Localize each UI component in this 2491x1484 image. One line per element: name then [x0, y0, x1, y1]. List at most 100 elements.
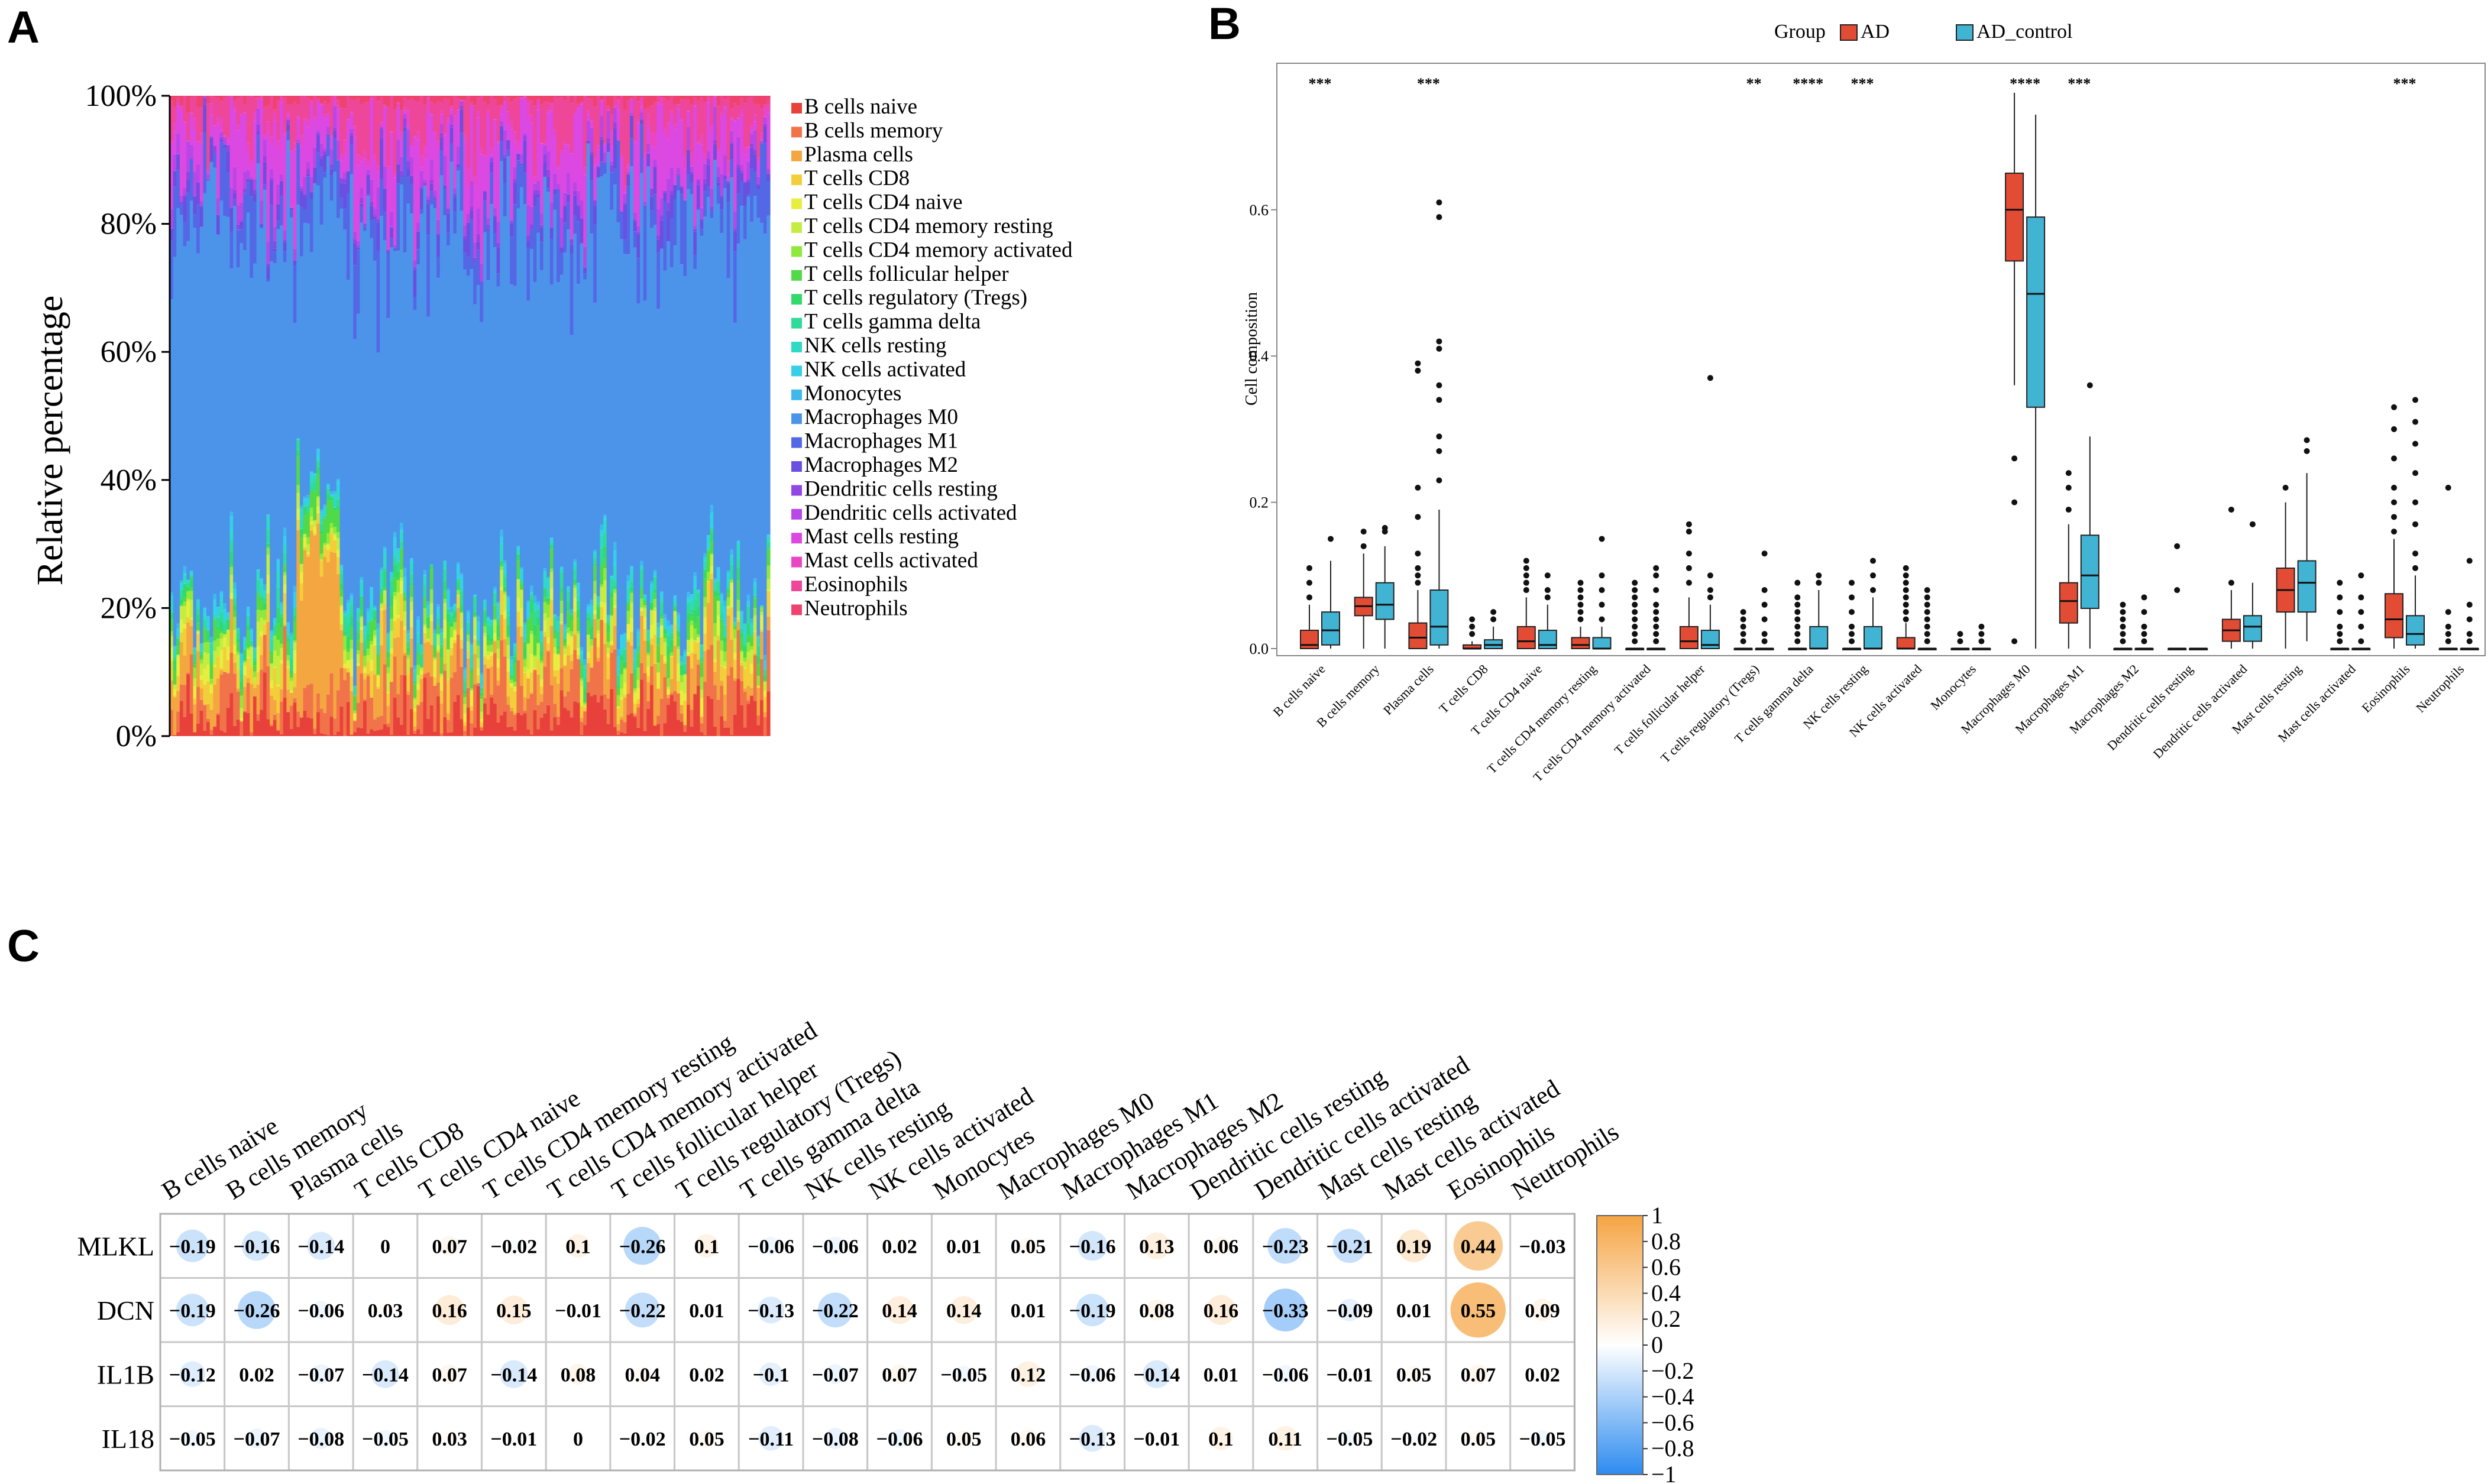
bar-segment-eosinophils — [526, 99, 530, 103]
bar-segment-dendritic-cells-resting — [233, 190, 237, 193]
bar-segment-macrophages-m0 — [470, 269, 474, 644]
bar-segment-t-cells-cd4-memory-resting — [236, 654, 241, 669]
bar-segment-b-cells-naive — [406, 734, 410, 736]
bar-segment-monocytes — [219, 591, 224, 593]
bar-segment-b-cells-memory — [536, 705, 541, 730]
bar-segment-t-cells-cd4-memory-activated — [360, 616, 364, 618]
cell-value: 0.03 — [432, 1428, 467, 1450]
bar-segment-t-cells-cd4-memory-resting — [576, 634, 581, 649]
outlier-point — [1707, 375, 1713, 381]
bar-segment-t-cells-cd8 — [506, 671, 510, 696]
bar-segment-macrophages-m2 — [493, 216, 497, 234]
bar-segment-macrophages-m1 — [196, 204, 200, 254]
bar-segment-t-cells-follicular-helper — [669, 647, 674, 653]
bar-segment-t-cells-cd4-memory-resting — [530, 634, 534, 654]
bar-segment-neutrophils — [543, 96, 547, 102]
bar-segment-b-cells-memory — [406, 694, 410, 735]
bar-segment-eosinophils — [610, 115, 614, 131]
bar-segment-nk-cells-activated — [546, 578, 551, 591]
bar-segment-plasma-cells — [756, 688, 761, 715]
sample-bar — [539, 96, 544, 736]
bar-segment-dendritic-cells-resting — [726, 181, 730, 183]
bar-segment-eosinophils — [209, 96, 213, 104]
bar-segment-b-cells-naive — [460, 719, 464, 736]
bar-segment-t-cells-cd4-naive — [209, 685, 213, 694]
bar-segment-t-cells-follicular-helper — [373, 620, 377, 631]
bar-segment-b-cells-memory — [319, 708, 323, 734]
bar-segment-mast-cells-resting — [433, 133, 437, 191]
bar-segment-mast-cells-resting — [346, 119, 351, 171]
category-neutrophils — [2438, 484, 2479, 650]
bar-segment-eosinophils — [600, 99, 604, 101]
bar-segment-macrophages-m1 — [383, 212, 387, 241]
bar-segment-dendritic-cells-resting — [406, 161, 410, 169]
bar-segment-nk-cells-resting — [229, 530, 234, 542]
bar-segment-t-cells-cd4-memory-resting — [673, 611, 677, 625]
bar-segment-dendritic-cells-activated — [326, 127, 331, 134]
bar-segment-nk-cells-resting — [240, 664, 244, 674]
bar-segment-dendritic-cells-activated — [413, 260, 417, 267]
bar-segment-macrophages-m1 — [613, 169, 617, 185]
bar-segment-b-cells-memory — [276, 730, 280, 731]
bar-segment-t-cells-cd4-naive — [760, 615, 764, 630]
bar-segment-t-cells-cd4-memory-resting — [380, 604, 384, 608]
bar-segment-nk-cells-resting — [173, 652, 177, 657]
sample-bar — [419, 96, 424, 736]
sample-bar — [350, 96, 354, 736]
bar-segment-t-cells-cd4-memory-activated — [293, 640, 297, 643]
bar-segment-t-cells-follicular-helper — [256, 593, 260, 610]
bar-segment-t-cells-cd8 — [703, 633, 707, 652]
outlier-point — [1924, 601, 1930, 608]
bar-segment-t-cells-cd8 — [659, 637, 664, 655]
bar-segment-nk-cells-resting — [623, 648, 627, 650]
sample-bar — [730, 96, 734, 736]
bar-segment-t-cells-follicular-helper — [313, 491, 317, 520]
correlation-circle — [1143, 1232, 1170, 1259]
bar-segment-mast-cells-activated — [549, 103, 554, 111]
bar-segment-nk-cells-activated — [756, 636, 761, 638]
bar-segment-t-cells-cd4-memory-resting — [393, 595, 397, 600]
bar-segment-neutrophils — [746, 96, 750, 98]
bar-segment-b-cells-naive — [243, 712, 247, 736]
bar-segment-macrophages-m1 — [447, 232, 451, 245]
bar-segment-t-cells-regulatory-tregs — [433, 647, 437, 649]
bar-segment-b-cells-naive — [447, 733, 451, 736]
bar-segment-t-cells-cd4-memory-resting — [553, 647, 557, 654]
bar-segment-t-cells-cd4-memory-activated — [753, 608, 758, 616]
bar-segment-mast-cells-activated — [463, 134, 467, 141]
bar-segment-t-cells-cd4-naive — [743, 668, 748, 669]
bar-segment-neutrophils — [533, 96, 537, 106]
bar-segment-mast-cells-resting — [603, 144, 607, 153]
box-ad — [1733, 609, 1753, 650]
bar-segment-t-cells-regulatory-tregs — [293, 615, 297, 621]
bar-segment-macrophages-m0 — [466, 276, 471, 611]
y-tick-label: 60% — [101, 335, 157, 369]
bar-segment-b-cells-naive — [296, 727, 300, 736]
outlier-point — [2120, 601, 2126, 608]
bar-segment-macrophages-m1 — [319, 167, 323, 225]
bar-segment-t-cells-cd4-naive — [339, 606, 344, 624]
outlier-point — [1544, 572, 1551, 579]
bar-segment-monocytes — [346, 600, 351, 604]
bar-segment-t-cells-regulatory-tregs — [313, 491, 317, 492]
bar-segment-macrophages-m2 — [723, 176, 727, 180]
bar-segment-macrophages-m2 — [746, 181, 750, 195]
bar-segment-t-cells-gamma-delta — [567, 591, 571, 602]
bar-segment-mast-cells-resting — [490, 155, 494, 157]
bar-segment-macrophages-m0 — [323, 177, 327, 505]
bar-segment-macrophages-m1 — [486, 231, 490, 280]
bar-segment-macrophages-m0 — [350, 174, 354, 594]
bar-segment-mast-cells-resting — [306, 127, 310, 162]
bar-segment-macrophages-m2 — [170, 228, 174, 241]
bar-segment-mast-cells-resting — [546, 113, 551, 151]
bar-segment-macrophages-m1 — [326, 135, 331, 157]
bar-segment-t-cells-cd4-naive — [520, 608, 524, 626]
bar-segment-t-cells-regulatory-tregs — [390, 594, 394, 607]
bar-segment-nk-cells-resting — [677, 626, 681, 631]
bar-segment-macrophages-m0 — [530, 249, 534, 586]
outlier-point — [1849, 579, 1855, 586]
bar-segment-t-cells-gamma-delta — [306, 506, 310, 512]
correlation-circle — [500, 1360, 528, 1388]
bar-segment-mast-cells-activated — [663, 129, 667, 134]
bar-segment-mast-cells-resting — [750, 130, 754, 134]
